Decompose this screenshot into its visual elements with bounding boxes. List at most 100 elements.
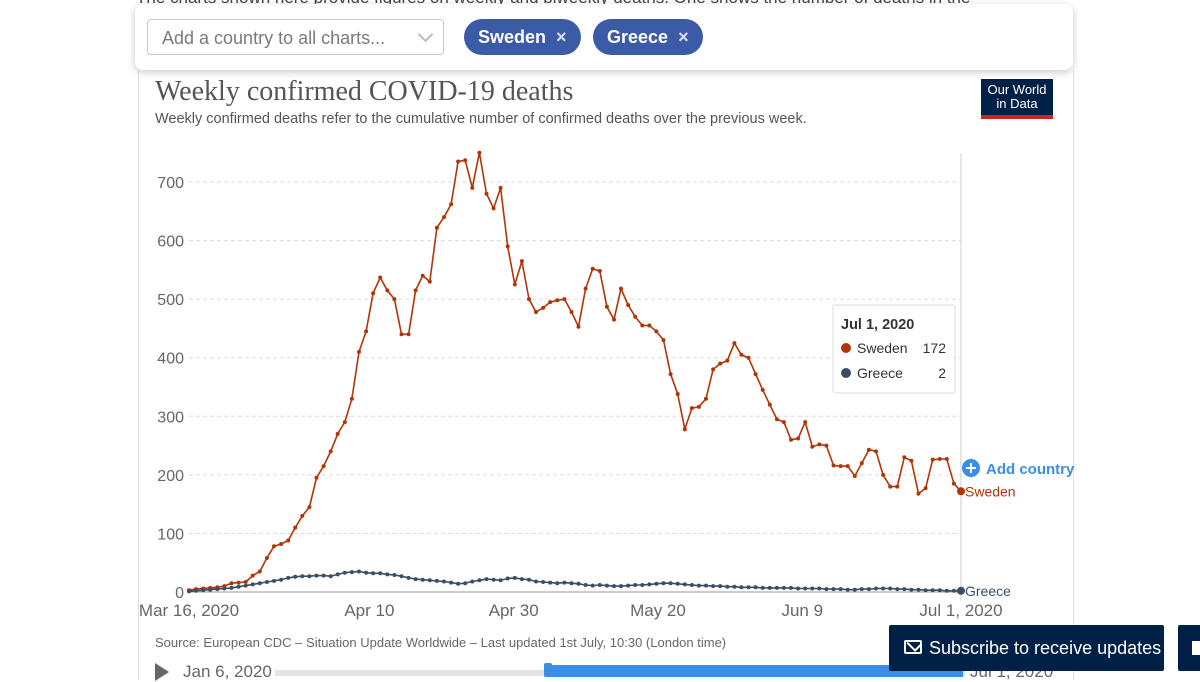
data-point-greece: [576, 581, 581, 586]
envelope-icon: [904, 640, 922, 654]
data-point-sweden: [838, 464, 843, 469]
data-point-greece: [957, 586, 965, 595]
data-point-sweden: [597, 269, 602, 273]
data-point-greece: [704, 583, 708, 588]
y-tick-label: 700: [157, 175, 184, 192]
data-point-sweden: [689, 406, 694, 411]
data-point-greece: [335, 572, 340, 577]
data-point-greece: [951, 588, 956, 593]
data-point-greece: [838, 587, 843, 592]
data-point-greece: [888, 586, 893, 591]
data-point-greece: [817, 586, 822, 591]
data-point-sweden: [498, 185, 503, 190]
data-point-sweden: [569, 310, 574, 314]
data-point-sweden: [279, 542, 284, 546]
timeline-selected-range[interactable]: [548, 665, 963, 677]
data-point-greece: [541, 580, 546, 584]
subscribe-label: Subscribe to receive updates: [929, 638, 1162, 658]
series-line-greece: [188, 570, 961, 593]
data-point-sweden: [704, 396, 708, 401]
data-point-sweden: [286, 538, 291, 543]
timeline-handle[interactable]: [544, 663, 552, 677]
data-point-sweden: [293, 525, 298, 530]
subscribe-button[interactable]: Subscribe to receive updates: [889, 625, 1164, 671]
data-point-greece: [597, 583, 602, 587]
country-search-input[interactable]: [160, 26, 404, 50]
data-point-sweden: [243, 580, 248, 584]
data-point-greece: [222, 586, 227, 591]
y-tick-label: 400: [157, 351, 184, 368]
data-point-greece: [626, 583, 631, 588]
data-point-sweden: [718, 361, 723, 366]
data-point-greece: [682, 582, 687, 587]
data-point-greece: [796, 586, 801, 591]
data-point-sweden: [229, 581, 234, 586]
data-point-greece: [307, 574, 312, 579]
data-point-greece: [789, 585, 793, 590]
play-icon[interactable]: [155, 663, 169, 681]
data-point-sweden: [349, 396, 354, 401]
data-point-greece: [944, 588, 949, 593]
data-point-sweden: [633, 314, 638, 319]
country-search-field[interactable]: [147, 19, 444, 55]
secondary-button[interactable]: [1178, 625, 1200, 671]
data-point-sweden: [519, 259, 524, 264]
data-point-sweden: [739, 352, 744, 357]
data-point-greece: [250, 582, 255, 587]
data-point-sweden: [711, 367, 716, 372]
data-point-sweden: [923, 486, 928, 491]
country-chip-greece[interactable]: Greece ×: [593, 19, 703, 55]
data-point-sweden: [725, 358, 730, 363]
data-point-greece: [243, 583, 248, 588]
data-point-sweden: [937, 457, 942, 461]
data-point-greece: [718, 584, 723, 589]
data-point-sweden: [463, 158, 468, 163]
data-point-sweden: [272, 544, 276, 549]
data-point-sweden: [342, 420, 347, 425]
chart-subtitle: Weekly confirmed deaths refer to the cum…: [155, 111, 807, 127]
data-point-greece: [229, 585, 234, 590]
data-point-sweden: [781, 420, 786, 425]
tooltip-series-name: Greece: [857, 365, 903, 381]
timeline-start-label: Jan 6, 2020: [183, 662, 272, 681]
data-point-greece: [399, 574, 404, 579]
data-point-sweden: [930, 457, 935, 462]
data-point-greece: [569, 581, 574, 586]
chevron-down-icon[interactable]: [417, 26, 434, 43]
data-point-greece: [512, 575, 517, 580]
owid-logo[interactable]: Our World in Data: [981, 79, 1053, 119]
data-point-greece: [909, 587, 914, 592]
x-tick-label: Apr 10: [344, 601, 394, 620]
data-point-sweden: [512, 282, 517, 287]
data-point-greece: [456, 581, 461, 586]
data-point-greece: [689, 583, 694, 587]
data-point-greece: [449, 580, 454, 585]
data-point-sweden: [307, 505, 312, 510]
data-point-greece: [477, 578, 482, 583]
data-point-greece: [760, 585, 765, 590]
data-point-sweden: [640, 323, 645, 328]
data-point-sweden: [753, 372, 758, 377]
remove-icon[interactable]: ×: [678, 27, 689, 47]
data-point-sweden: [562, 297, 567, 302]
data-point-greece: [442, 579, 446, 584]
data-point-sweden: [675, 392, 680, 396]
data-point-greece: [661, 581, 666, 586]
data-point-sweden: [484, 191, 489, 196]
data-point-sweden: [477, 150, 482, 155]
data-point-greece: [859, 587, 864, 592]
data-point-greece: [711, 584, 716, 589]
data-point-greece: [392, 573, 397, 577]
data-point-sweden: [909, 458, 914, 463]
remove-icon[interactable]: ×: [556, 27, 567, 47]
data-point-sweden: [250, 573, 255, 578]
data-point-greece: [590, 583, 595, 588]
data-point-sweden: [264, 556, 269, 560]
data-point-greece: [583, 583, 588, 587]
data-point-sweden: [951, 481, 956, 486]
country-chip-sweden[interactable]: Sweden ×: [464, 19, 581, 55]
data-point-sweden: [434, 225, 439, 230]
data-point-sweden: [470, 185, 475, 190]
data-point-sweden: [732, 341, 737, 346]
chart-source: Source: European CDC – Situation Update …: [155, 635, 727, 650]
